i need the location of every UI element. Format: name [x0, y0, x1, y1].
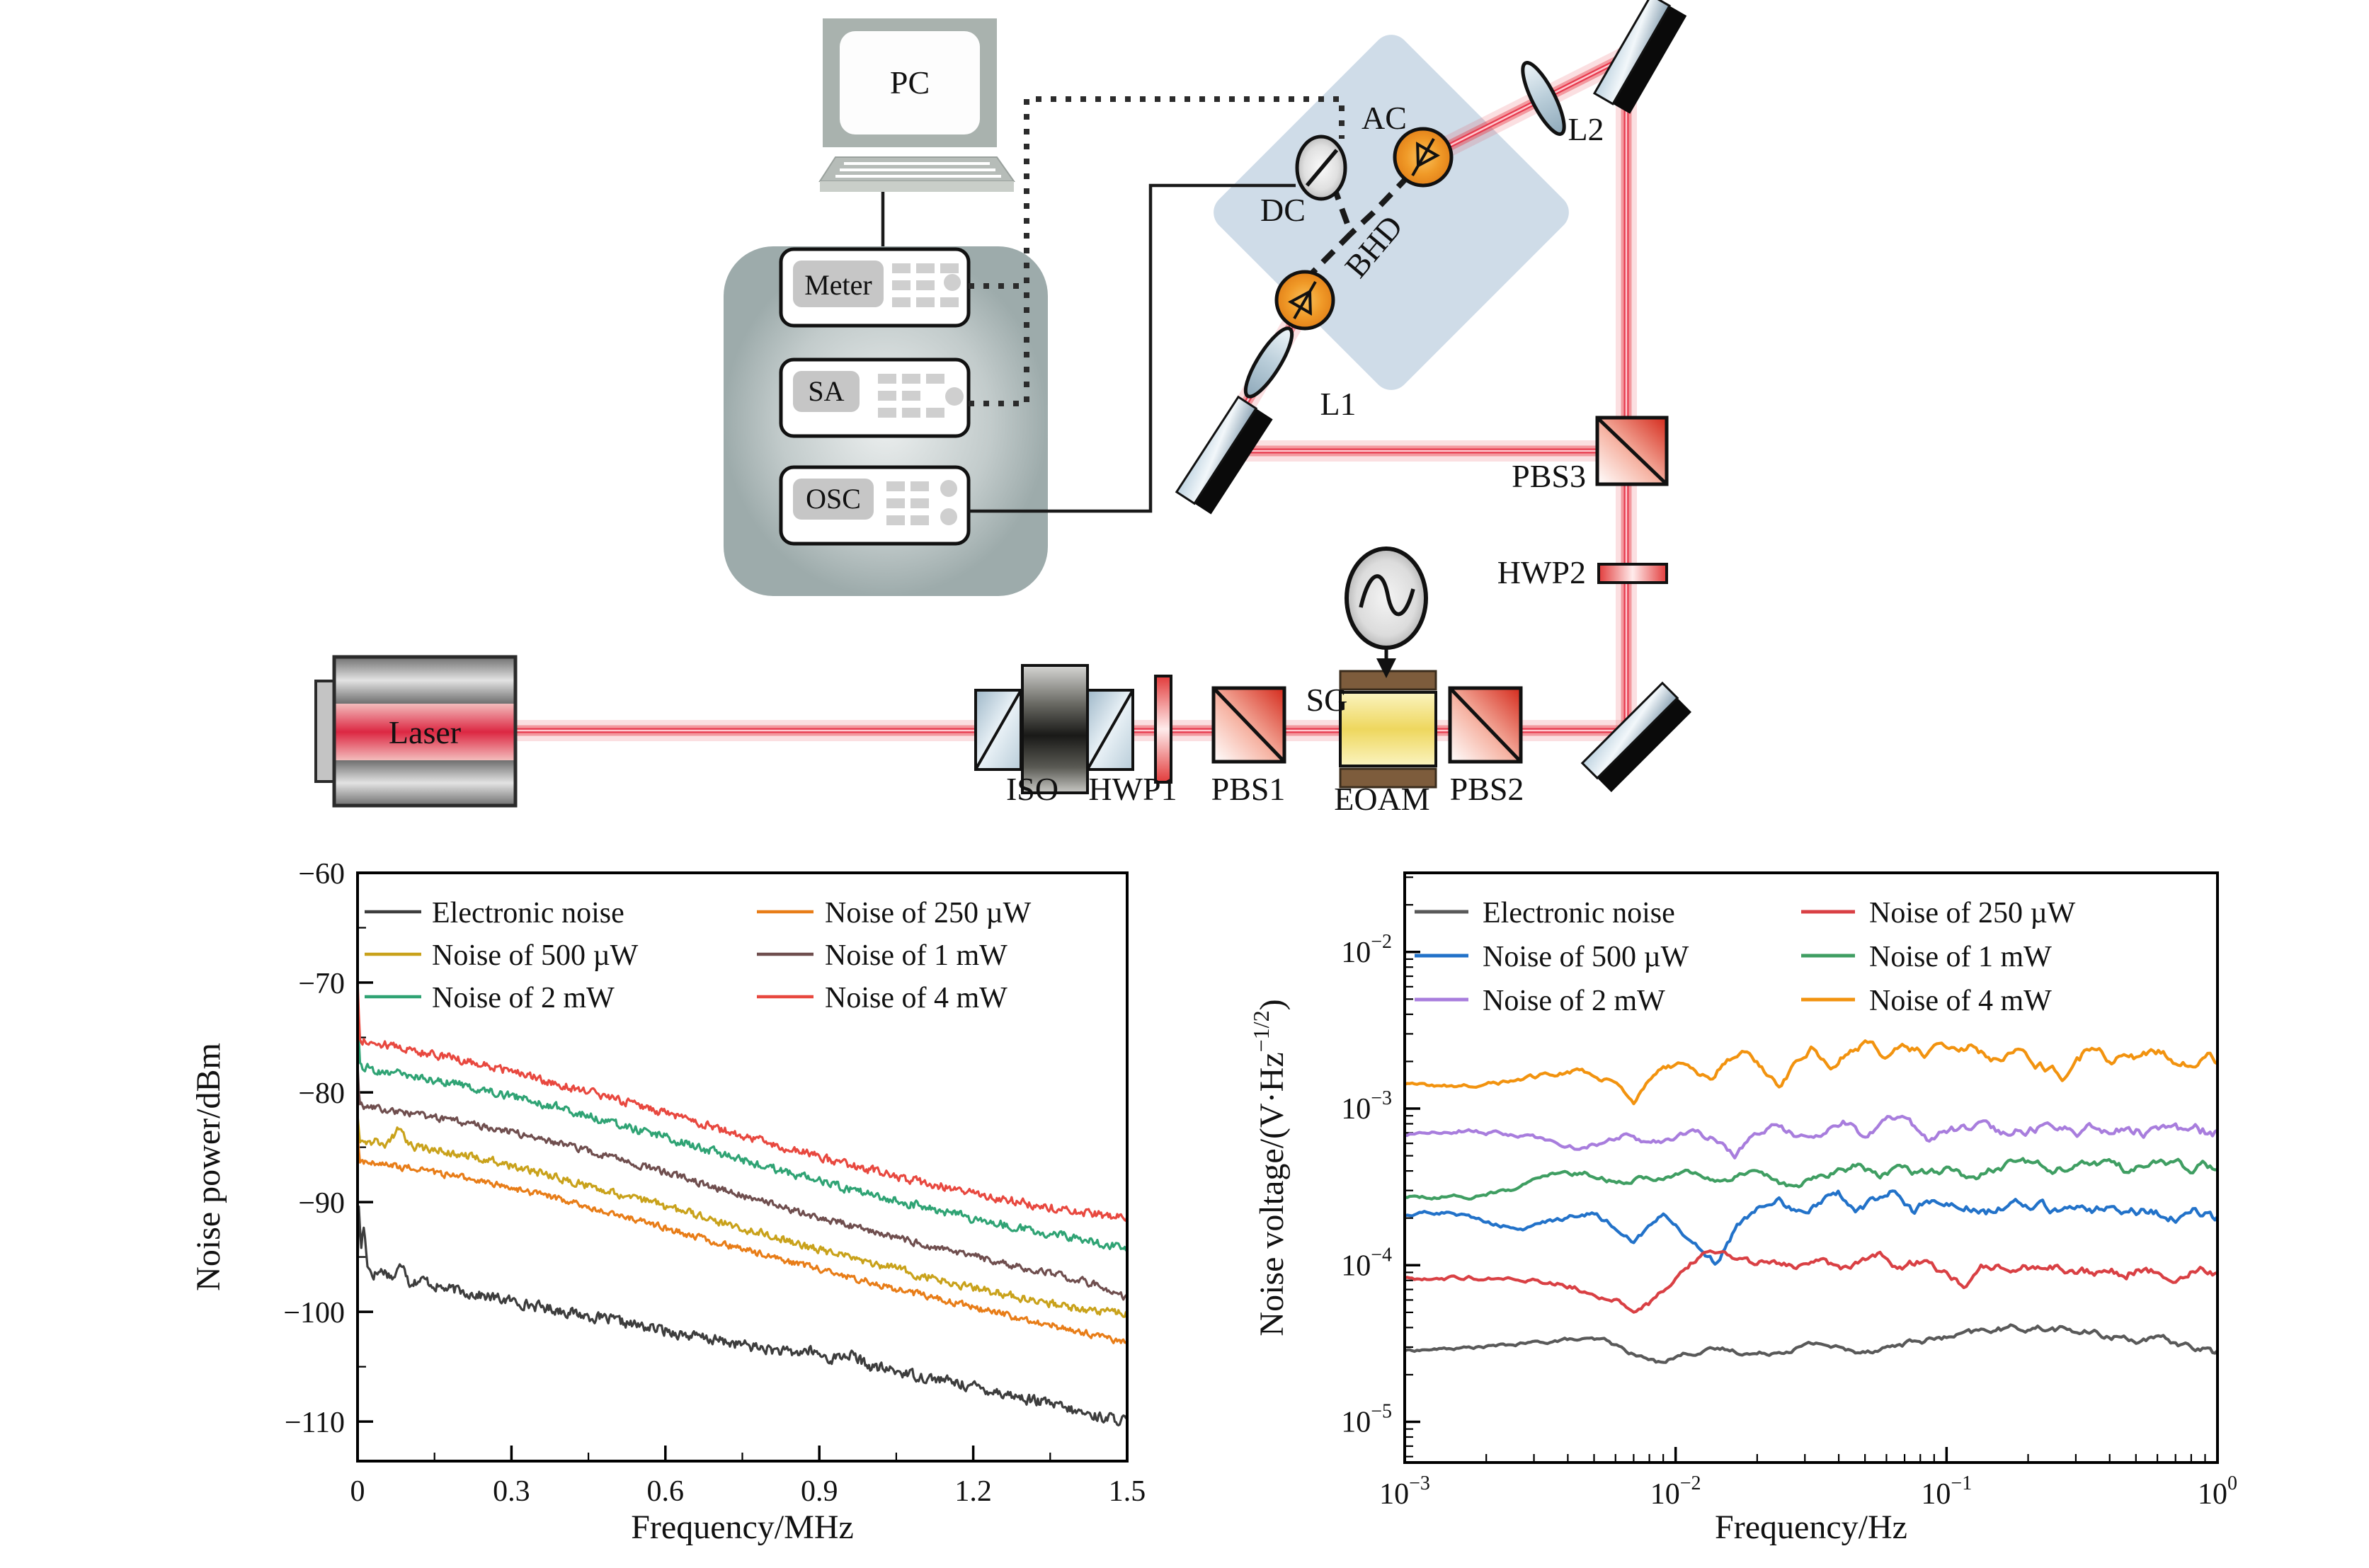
- legend-label-1: Noise of 500 µW: [1483, 941, 1689, 973]
- svg-text:0.6: 0.6: [647, 1475, 685, 1508]
- svg-text:10−5: 10−5: [1341, 1401, 1392, 1439]
- meter-label: Meter: [804, 269, 872, 301]
- series-3: [358, 1132, 1127, 1346]
- photodiode-1: [1274, 270, 1335, 331]
- svg-text:10−4: 10−4: [1341, 1244, 1392, 1282]
- svg-text:10−1: 10−1: [1921, 1472, 1972, 1511]
- pbs2-label: PBS2: [1450, 771, 1524, 807]
- power-meter: Meter: [779, 247, 971, 328]
- l1-label: L1: [1320, 386, 1356, 422]
- noise-power-chart: 0 0.3 0.6 0.9 1.2 1.5 −60 −70 −80 −90 −100 −110 Freq…: [190, 858, 1146, 1546]
- svg-text:10−3: 10−3: [1379, 1472, 1430, 1511]
- iso-label: ISO: [1006, 771, 1058, 807]
- sg-label: SG: [1306, 682, 1348, 718]
- hwp2-waveplate: [1597, 563, 1668, 584]
- pd2-wire: [1349, 173, 1411, 236]
- svg-text:100: 100: [2198, 1472, 2237, 1511]
- svg-text:−90: −90: [298, 1187, 345, 1220]
- svg-text:10−2: 10−2: [1650, 1472, 1701, 1511]
- lens-l1: [1243, 326, 1294, 399]
- noise-voltage-chart: 10−3 10−2 10−1 100 10−2 10−3 10−4 10−5 Frequency…: [1248, 871, 2237, 1546]
- eoam-modulator: [1339, 670, 1437, 789]
- pbs2-cube: [1448, 686, 1523, 764]
- series-5: [1405, 1039, 2217, 1106]
- instrument-rack: Meter SA OSC: [724, 246, 1048, 596]
- osc-dc-cable: [969, 183, 1296, 513]
- laser-label: Laser: [389, 714, 461, 750]
- svg-text:10−3: 10−3: [1341, 1087, 1392, 1126]
- hwp2-label: HWP2: [1497, 554, 1586, 590]
- series-0: [1405, 1323, 2217, 1364]
- svg-text:Noise voltage/(V·Hz−1/2): Noise voltage/(V·Hz−1/2): [1248, 999, 1291, 1336]
- series-4: [358, 1063, 1127, 1301]
- svg-text:Frequency/Hz: Frequency/Hz: [1715, 1509, 1907, 1546]
- svg-text:−70: −70: [298, 968, 345, 1000]
- legend-label-5: Noise of 4 mW: [825, 982, 1007, 1014]
- series-1: [1405, 1189, 2217, 1266]
- legend-label-0: Electronic noise: [1483, 897, 1675, 929]
- optical-isolator: [974, 664, 1134, 794]
- pc-computer: PC: [818, 18, 1015, 192]
- dc-label: DC: [1260, 192, 1306, 228]
- series-1: [358, 1114, 1127, 1318]
- pbs1-cube: [1211, 686, 1286, 764]
- svg-text:−110: −110: [285, 1407, 345, 1439]
- series-2: [358, 1006, 1127, 1252]
- legend-label-3: Noise of 250 µW: [1869, 897, 2076, 929]
- pbs1-label: PBS1: [1211, 771, 1286, 807]
- svg-text:−100: −100: [283, 1297, 345, 1329]
- svg-text:1.2: 1.2: [954, 1475, 992, 1508]
- sa-label: SA: [808, 375, 844, 407]
- spectrum-analyzer: SA: [779, 357, 971, 438]
- legend-label-5: Noise of 4 mW: [1869, 985, 2052, 1017]
- osc-label: OSC: [806, 483, 861, 515]
- pc-label: PC: [890, 64, 930, 101]
- svg-text:0.9: 0.9: [801, 1475, 838, 1508]
- hwp1-label: HWP1: [1088, 771, 1177, 807]
- legend-label-2: Noise of 2 mW: [432, 982, 615, 1014]
- lens-l2: [1521, 61, 1566, 136]
- mirror-left: [1175, 395, 1273, 515]
- eoam-label: EOAM: [1334, 781, 1429, 817]
- legend-label-2: Noise of 2 mW: [1483, 985, 1665, 1017]
- svg-text:10−2: 10−2: [1341, 931, 1392, 969]
- laser-head: Laser: [314, 655, 518, 808]
- legend-label-4: Noise of 1 mW: [1869, 941, 2052, 973]
- pbs3-cube: [1595, 416, 1669, 486]
- pbs3-label: PBS3: [1512, 458, 1586, 494]
- legend-label-1: Noise of 500 µW: [432, 939, 639, 972]
- series-0: [358, 1205, 1127, 1426]
- svg-text:−80: −80: [298, 1077, 345, 1110]
- sine-wave-icon: [1359, 574, 1415, 617]
- setup-diagram: PC Meter SA OSC: [314, 0, 1691, 817]
- svg-text:Frequency/MHz: Frequency/MHz: [631, 1509, 854, 1546]
- svg-text:0: 0: [350, 1475, 365, 1508]
- photodiode-2: [1393, 127, 1454, 188]
- svg-text:0.3: 0.3: [493, 1475, 530, 1508]
- legend-label-3: Noise of 250 µW: [825, 897, 1032, 929]
- oscilloscope: OSC: [779, 465, 971, 546]
- ac-signal-dotted-line: [969, 96, 1345, 406]
- ac-label: AC: [1362, 100, 1407, 136]
- hwp1-waveplate: [1154, 675, 1172, 784]
- mirror-top-right: [1592, 0, 1687, 114]
- dc-subtractor: [1295, 135, 1347, 201]
- legend-label-4: Noise of 1 mW: [825, 939, 1007, 972]
- signal-generator: [1345, 546, 1428, 678]
- series-2: [1405, 1114, 2217, 1160]
- arrow-down-icon: [1376, 658, 1396, 678]
- mirror-bottom-right: [1580, 681, 1691, 792]
- legend-label-0: Electronic noise: [432, 897, 624, 929]
- svg-text:1.5: 1.5: [1109, 1475, 1146, 1508]
- svg-text:Noise power/dBm: Noise power/dBm: [190, 1043, 227, 1291]
- l2-label: L2: [1568, 111, 1604, 147]
- series-5: [358, 980, 1127, 1223]
- svg-text:−60: −60: [298, 858, 345, 891]
- series-4: [1405, 1157, 2217, 1201]
- series-3: [1405, 1249, 2217, 1314]
